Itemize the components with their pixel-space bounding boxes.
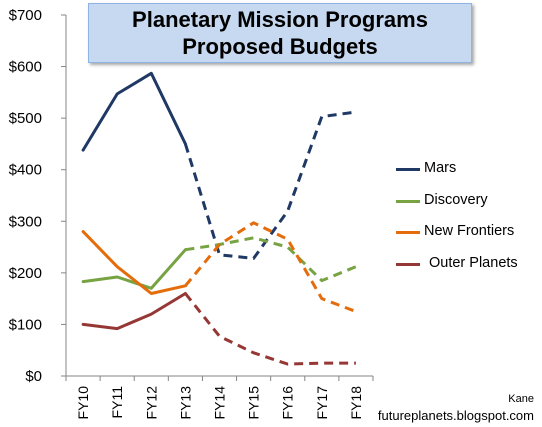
chart-title: Planetary Mission Programs Proposed Budg… xyxy=(132,7,428,59)
series-lines xyxy=(81,71,357,366)
credit-site: futureplanets.blogspot.com xyxy=(377,408,534,423)
credit-author: Kane xyxy=(508,393,534,405)
x-axis: FY10 FY11 FY12 FY13 FY14 FY15 FY16 FY17 FY18 xyxy=(65,375,374,420)
legend: Mars Discovery New Frontiers Outer Planets xyxy=(396,158,542,284)
legend-swatch xyxy=(396,199,420,203)
x-tick-label: FY16 xyxy=(280,386,296,420)
x-tick-label: FY14 xyxy=(212,386,228,420)
legend-swatch xyxy=(396,168,420,171)
series-line-discovery-proposed xyxy=(185,236,357,283)
x-tick-label: FY12 xyxy=(143,386,159,420)
series-line-new-frontiers-actual xyxy=(81,230,187,295)
series-line-mars-proposed xyxy=(183,110,357,260)
legend-swatch xyxy=(396,262,420,266)
y-tick-label: $400 xyxy=(9,162,42,179)
y-tick-label: $0 xyxy=(25,368,42,385)
x-tick-label: FY13 xyxy=(177,386,193,420)
legend-item-discovery: Discovery xyxy=(396,190,542,222)
y-tick-label: $700 xyxy=(9,7,42,24)
series-line-outer-planets-actual xyxy=(81,292,187,331)
y-tick-label: $600 xyxy=(9,59,42,76)
y-tick-label: $300 xyxy=(9,213,42,230)
series-line-discovery-actual xyxy=(81,248,187,290)
x-tick-label: FY15 xyxy=(246,386,262,420)
legend-label: Mars xyxy=(424,160,457,176)
credit: Kane futureplanets.blogspot.com xyxy=(378,392,534,424)
series-line-mars-actual xyxy=(81,71,187,152)
series-line-outer-planets-proposed xyxy=(184,292,356,366)
legend-label: New Frontiers xyxy=(424,223,515,239)
y-tick-label: $100 xyxy=(9,316,42,333)
legend-swatch xyxy=(396,231,420,234)
x-tick-label: FY11 xyxy=(109,386,125,419)
series-line-new-frontiers-proposed xyxy=(184,221,357,313)
legend-label: Discovery xyxy=(424,191,488,208)
y-tick-label: $200 xyxy=(9,265,42,282)
legend-label: Outer Planets xyxy=(429,254,518,271)
chart-title-box: Planetary Mission Programs Proposed Budg… xyxy=(88,3,472,63)
y-axis: $0 $100 $200 $300 $400 $500 $600 $700 xyxy=(9,7,67,385)
legend-item-mars: Mars xyxy=(396,158,542,190)
y-tick-label: $500 xyxy=(9,110,42,127)
legend-item-outer-planets: Outer Planets xyxy=(396,253,542,285)
x-tick-label: FY18 xyxy=(348,386,364,420)
legend-item-new-frontiers: New Frontiers xyxy=(396,221,542,253)
x-tick-label: FY17 xyxy=(314,386,330,420)
x-tick-label: FY10 xyxy=(75,386,91,420)
